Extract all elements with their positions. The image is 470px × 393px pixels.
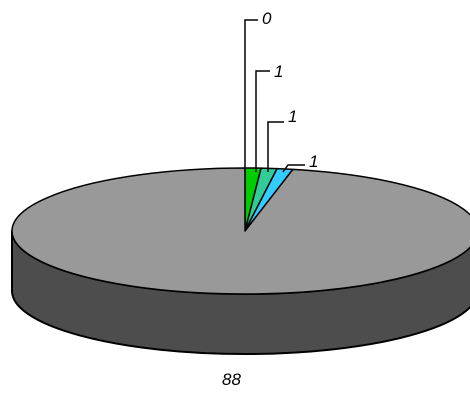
pie-top-face — [11, 167, 470, 295]
leader-line-3 — [267, 121, 284, 172]
data-label-2: 1 — [274, 62, 283, 81]
leader-line-4 — [282, 164, 305, 173]
data-label-4: 1 — [309, 152, 318, 171]
data-label-1: 0 — [262, 9, 272, 28]
leader-lines — [244, 19, 305, 173]
data-label-0: 88 — [222, 370, 241, 388]
leader-line-2 — [255, 70, 270, 172]
data-label-3: 1 — [288, 107, 297, 126]
leader-line-1 — [244, 19, 258, 172]
data-labels: 0 1 1 1 88 — [222, 9, 318, 389]
pie-slice-0 — [11, 167, 470, 295]
